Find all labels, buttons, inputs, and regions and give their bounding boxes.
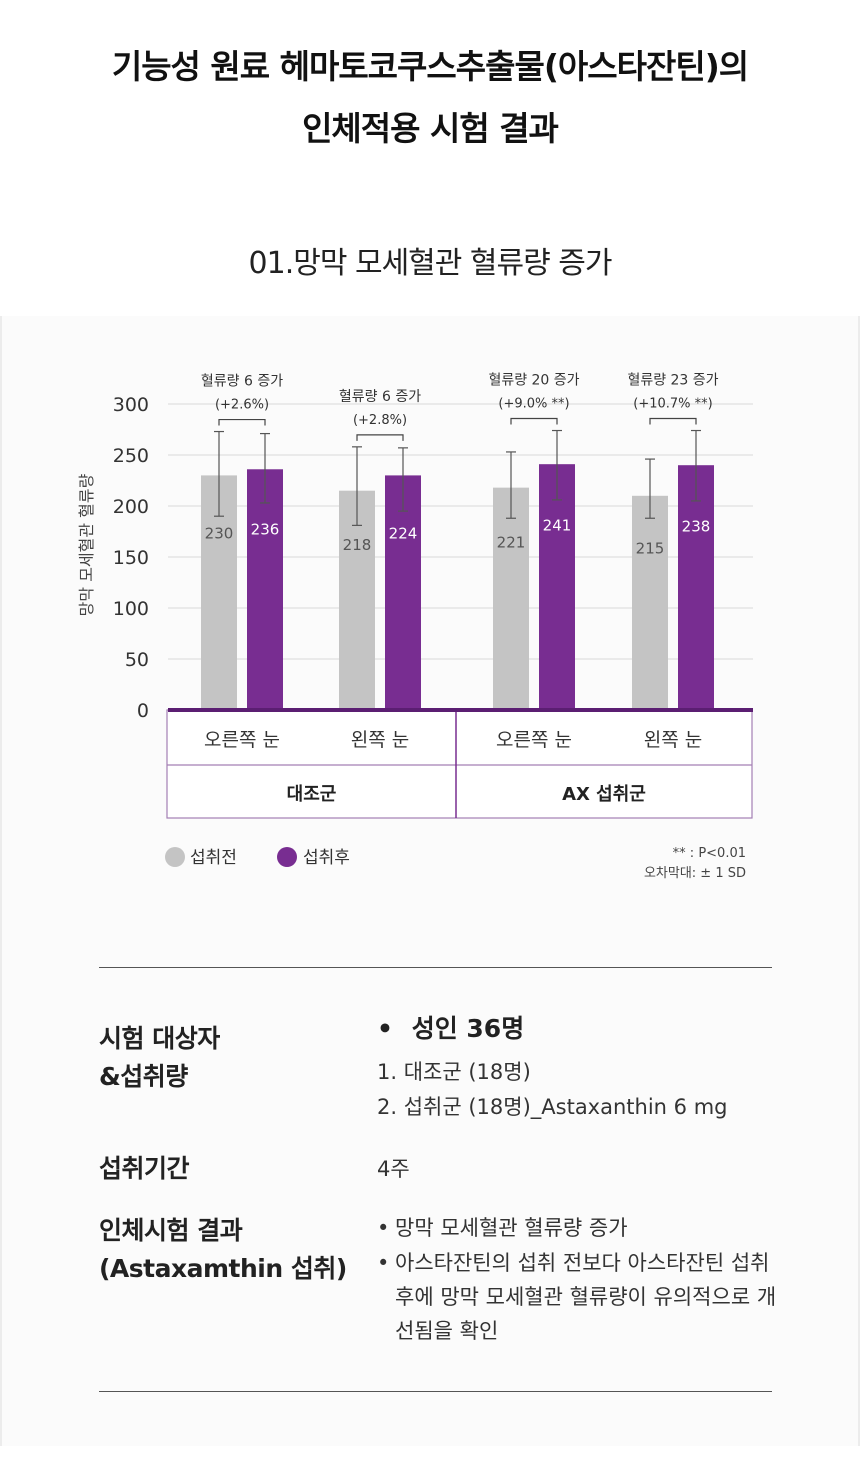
annotation-increase: 혈류량 20 증가	[488, 373, 579, 389]
page-title-line1: 기능성 원료 헤마토코쿠스추출물(아스타잔틴)의	[111, 47, 749, 86]
annotation-increase: 혈류량 6 증가	[201, 374, 283, 390]
legend: 섭취전 섭취후	[165, 847, 350, 868]
significance-bracket	[218, 418, 266, 426]
subjects-label: 시험 대상자 &섭취량	[99, 1020, 220, 1096]
x-category-label: 오른쪽 눈	[496, 729, 572, 751]
table-frame	[166, 709, 753, 819]
bar-value-label-after: 236	[251, 520, 280, 538]
result-item-2: • 아스타잔틴의 섭취 전보다 아스타잔틴 섭취 후에 망막 모세혈관 혈류량이…	[377, 1246, 787, 1348]
result-item-1: • 망막 모세혈관 혈류량 증가	[377, 1211, 787, 1245]
subjects-headline: • 성인 36명	[377, 1012, 524, 1046]
y-axis-ticks: 0 50 100 150 200 250 300	[113, 394, 149, 722]
footnote-error-bar: 오차막대: ± 1 SD	[644, 866, 746, 881]
bar-value-label-after: 241	[543, 517, 572, 535]
period-value: 4주	[377, 1157, 410, 1181]
error-bars	[214, 429, 701, 526]
result-bullet-1: •	[377, 1216, 390, 1240]
bar-value-label-before: 218	[343, 536, 372, 554]
subjects-label-line2: &섭취량	[99, 1062, 188, 1091]
section-title: 01.망막 모세혈관 혈류량 증가	[248, 246, 613, 281]
subjects-headline-text: 성인 36명	[411, 1014, 525, 1043]
panel-left-edge	[0, 316, 2, 1446]
annotation-increase: 혈류량 6 증가	[339, 389, 421, 405]
bar-value-label-before: 230	[205, 525, 234, 543]
info-top-divider	[99, 967, 772, 968]
bar-after	[247, 469, 283, 710]
result-label-line2: (Astaxamthin 섭취)	[99, 1254, 347, 1283]
x-category-label: 왼쪽 눈	[351, 729, 409, 751]
subjects-item-2: 2. 섭취군 (18명)_Astaxanthin 6 mg	[377, 1095, 728, 1119]
result-item-2-text: 아스타잔틴의 섭취 전보다 아스타잔틴 섭취 후에 망막 모세혈관 혈류량이 유…	[395, 1251, 777, 1343]
panel-right-edge	[858, 316, 860, 1446]
y-tick-label: 200	[113, 496, 149, 518]
y-tick-label: 250	[113, 445, 149, 467]
annotation-percent: (+2.6%)	[215, 398, 269, 413]
y-tick-label: 50	[125, 649, 149, 671]
significance-bracket	[356, 434, 404, 441]
annotation-percent: (+2.8%)	[353, 413, 407, 428]
result-item-1-text: 망막 모세혈관 혈류량 증가	[395, 1216, 628, 1240]
significance-bracket	[649, 417, 697, 425]
bar-before	[339, 490, 375, 710]
increase-annotations: (+2.6%) 혈류량 6 증가 (+2.8%) 혈류량 6 증가 (+9.0% **)…	[201, 373, 719, 441]
bar-value-label-after: 238	[682, 517, 711, 535]
y-tick-label: 300	[113, 394, 149, 416]
page-title-line2: 인체적용 시험 결과	[302, 109, 559, 148]
legend-swatch-before	[165, 847, 185, 867]
bar-value-label-after: 224	[389, 525, 418, 543]
y-tick-label: 100	[113, 598, 149, 620]
bar-value-label-before: 221	[497, 534, 526, 552]
footnote-significance: ** : P<0.01	[673, 846, 746, 861]
bar-after	[539, 464, 575, 710]
bar-before	[632, 495, 668, 710]
legend-label-after: 섭취후	[303, 848, 350, 868]
result-label: 인체시험 결과 (Astaxamthin 섭취)	[99, 1212, 347, 1288]
bar-after	[385, 475, 421, 710]
y-axis-label: 망막 모세혈관 혈류량	[77, 473, 96, 616]
y-tick-label: 150	[113, 547, 149, 569]
info-bottom-divider	[99, 1391, 772, 1392]
bar-after	[678, 465, 714, 710]
result-label-line1: 인체시험 결과	[99, 1216, 243, 1245]
page-title: 기능성 원료 헤마토코쿠스추출물(아스타잔틴)의 인체적용 시험 결과	[0, 36, 860, 160]
significance-bracket	[510, 417, 558, 425]
group-label: 대조군	[287, 784, 337, 805]
subjects-label-line1: 시험 대상자	[99, 1024, 220, 1053]
subjects-bullet: •	[377, 1014, 393, 1043]
x-category-label: 왼쪽 눈	[644, 729, 702, 751]
bar-before	[493, 487, 529, 710]
legend-swatch-after	[277, 847, 297, 867]
annotation-percent: (+9.0% **)	[498, 397, 569, 412]
legend-label-before: 섭취전	[190, 848, 237, 868]
result-panel	[0, 316, 860, 1446]
result-bullet-2: •	[377, 1251, 390, 1275]
period-label: 섭취기간	[99, 1154, 190, 1183]
annotation-percent: (+10.7% **)	[633, 397, 712, 412]
annotation-increase: 혈류량 23 증가	[627, 373, 718, 389]
bar-value-labels: 230 236 218 224 221 241 215 238	[205, 517, 711, 558]
y-tick-label: 0	[137, 700, 149, 722]
group-label: AX 섭취군	[562, 784, 646, 805]
bar-value-label-before: 215	[636, 540, 665, 558]
x-category-label: 오른쪽 눈	[204, 729, 280, 751]
bars	[201, 464, 714, 710]
subjects-item-1: 1. 대조군 (18명)	[377, 1060, 531, 1084]
